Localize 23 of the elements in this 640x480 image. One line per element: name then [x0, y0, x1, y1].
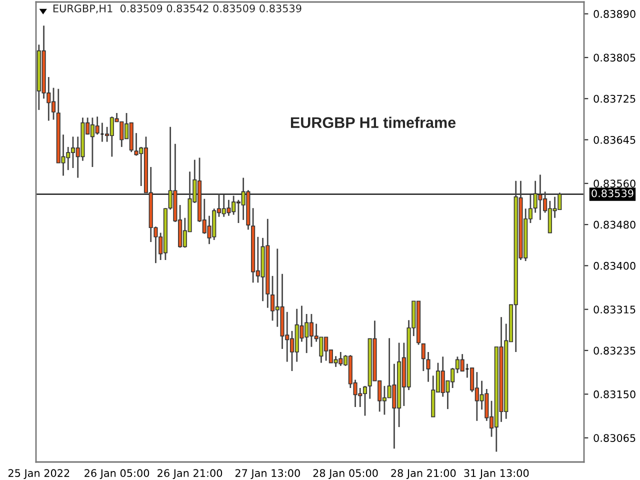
x-tick-label: 26 Jan 05:00 — [84, 469, 150, 479]
y-tick-label: 0.83065 — [594, 434, 636, 442]
x-tick-label: 25 Jan 2022 — [8, 469, 70, 479]
y-tick-label: 0.83645 — [594, 136, 636, 144]
y-tick-label: 0.83315 — [594, 306, 636, 314]
y-tick-label: 0.83560 — [594, 180, 636, 188]
y-tick-label: 0.83400 — [594, 262, 636, 270]
ref-line-label: 0.83539 — [592, 189, 634, 198]
x-tick-label: 27 Jan 13:00 — [235, 469, 300, 479]
candlestick — [426, 351, 430, 383]
x-tick-label: 28 Jan 05:00 — [313, 469, 378, 479]
y-tick-label: 0.83890 — [594, 10, 636, 18]
x-tick-label: 28 Jan 21:00 — [391, 469, 456, 479]
y-tick-label: 0.83725 — [594, 94, 636, 103]
y-tick-label: 0.83150 — [594, 390, 636, 398]
y-tick-label: 0.83805 — [594, 54, 636, 62]
x-tick-label: 26 Jan 21:00 — [158, 469, 222, 479]
annotation: EURGBP H1 timeframe — [290, 116, 456, 128]
candlestick — [421, 343, 426, 372]
y-tick-label: 0.83235 — [594, 346, 636, 355]
x-tick-label: 31 Jan 13:00 — [464, 469, 529, 479]
y-tick-label: 0.83480 — [594, 220, 636, 229]
chart-title: EURGBP,H1 0.83509 0.83542 0.83509 0.83539 — [53, 4, 302, 14]
